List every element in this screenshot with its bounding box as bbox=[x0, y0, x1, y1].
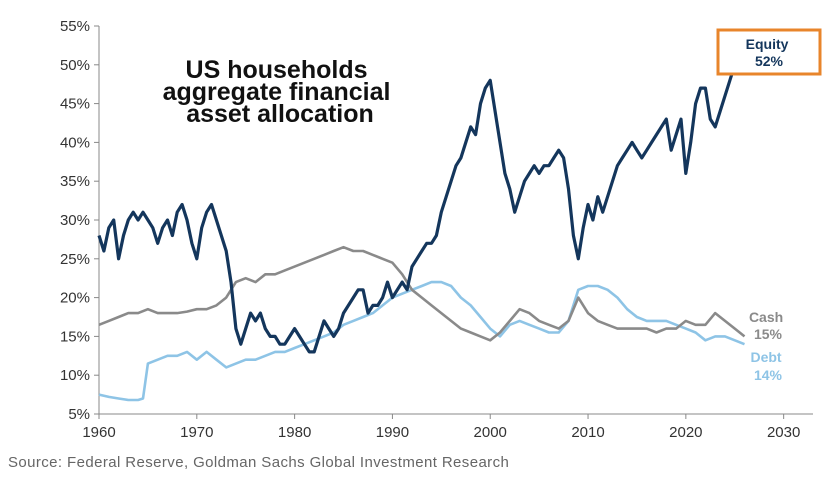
cash-label-value: 15% bbox=[754, 326, 783, 342]
cash-label-name: Cash bbox=[749, 309, 783, 325]
y-tick-label: 15% bbox=[60, 328, 90, 345]
y-axis-ticks: 5% 10% 15% 20% 25% 30% 35% 40% 45% 50% 55% bbox=[60, 18, 99, 423]
cash-series-line bbox=[98, 245, 746, 342]
x-tick-label: 1970 bbox=[180, 424, 213, 441]
series-lines bbox=[97, 48, 746, 402]
y-tick-label: 50% bbox=[60, 57, 90, 74]
x-axis-ticks: 1960 1970 1980 1990 2000 2010 2020 2030 bbox=[82, 414, 800, 441]
debt-label-value: 14% bbox=[754, 367, 783, 383]
y-tick-label: 55% bbox=[60, 18, 90, 35]
x-tick-label: 1990 bbox=[376, 424, 409, 441]
x-tick-label: 1960 bbox=[82, 424, 115, 441]
equity-label: Equity 52% bbox=[746, 36, 793, 69]
y-tick-label: 40% bbox=[60, 134, 90, 151]
equity-label-name: Equity bbox=[746, 36, 789, 52]
equity-series-line bbox=[97, 48, 746, 354]
x-tick-label: 2010 bbox=[571, 424, 604, 441]
y-tick-label: 45% bbox=[60, 96, 90, 113]
debt-label-name: Debt bbox=[750, 349, 781, 365]
debt-label: Debt 14% bbox=[750, 349, 785, 383]
y-tick-label: 5% bbox=[68, 406, 90, 423]
y-tick-label: 35% bbox=[60, 173, 90, 190]
y-tick-label: 20% bbox=[60, 290, 90, 307]
y-tick-label: 25% bbox=[60, 251, 90, 268]
x-tick-label: 2020 bbox=[669, 424, 702, 441]
equity-label-value: 52% bbox=[755, 53, 784, 69]
chart-title-line-1: US households bbox=[186, 56, 368, 84]
source-note: Source: Federal Reserve, Goldman Sachs G… bbox=[8, 454, 510, 471]
debt-series-line bbox=[98, 280, 745, 402]
chart-title-line-2: aggregate financial bbox=[163, 78, 391, 106]
asset-allocation-chart: 5% 10% 15% 20% 25% 30% 35% 40% 45% 50% 55% 1960 197… bbox=[60, 18, 822, 441]
x-tick-label: 1980 bbox=[278, 424, 311, 441]
y-tick-label: 30% bbox=[60, 212, 90, 229]
x-tick-label: 2030 bbox=[767, 424, 800, 441]
y-tick-label: 10% bbox=[60, 367, 90, 384]
cash-label: Cash 15% bbox=[749, 309, 787, 342]
equity-label-box bbox=[716, 28, 822, 76]
chart-title: US households aggregate financial asset … bbox=[163, 56, 398, 128]
x-tick-label: 2000 bbox=[474, 424, 507, 441]
chart-title-line-3: asset allocation bbox=[186, 100, 374, 128]
